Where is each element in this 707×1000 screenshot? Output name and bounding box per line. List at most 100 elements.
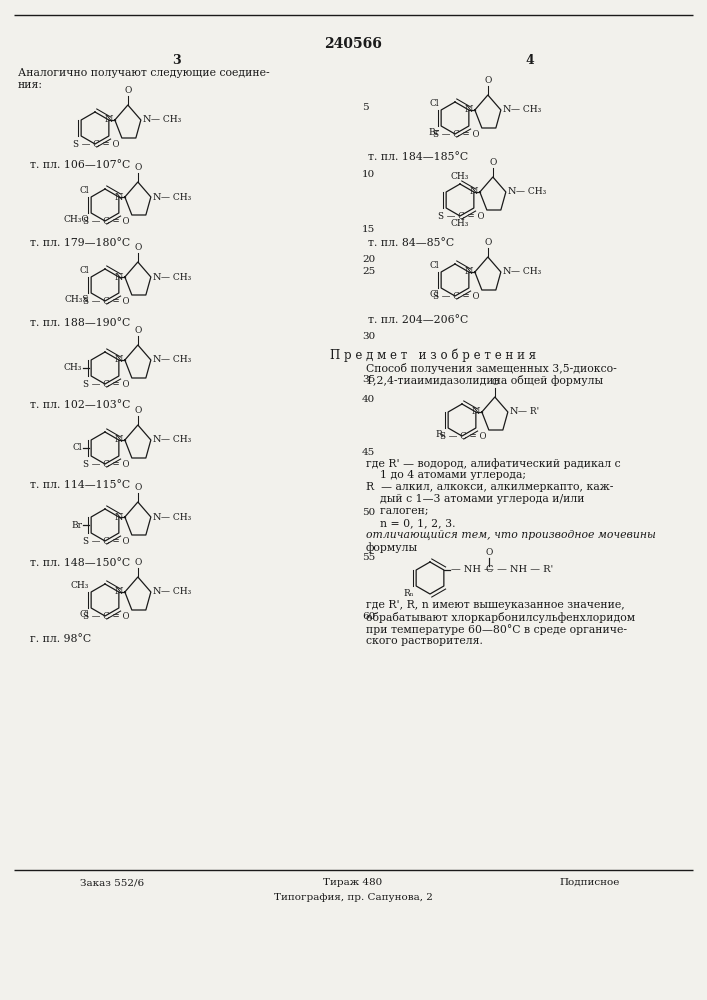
Text: — R': — R'	[518, 408, 539, 416]
Text: Rₙ: Rₙ	[404, 589, 414, 598]
Text: Cl: Cl	[430, 99, 439, 108]
Text: S — C = O: S — C = O	[83, 380, 130, 389]
Text: C: C	[485, 566, 493, 574]
Text: ского растворителя.: ского растворителя.	[366, 636, 483, 646]
Text: O: O	[489, 158, 496, 167]
Text: формулы: формулы	[366, 542, 418, 553]
Text: N: N	[503, 105, 511, 114]
Text: CH₃: CH₃	[64, 363, 82, 372]
Text: 5: 5	[362, 103, 368, 112]
Text: Br: Br	[71, 520, 82, 530]
Text: N: N	[503, 267, 511, 276]
Text: N: N	[115, 272, 123, 282]
Text: обрабатывают хлоркарбонилсульфенхлоридом: обрабатывают хлоркарбонилсульфенхлоридом	[366, 612, 635, 623]
Text: O: O	[134, 483, 141, 492]
Text: O: O	[134, 558, 141, 567]
Text: S — C = O: S — C = O	[440, 432, 487, 441]
Text: — CH₃: — CH₃	[516, 188, 546, 196]
Text: — CH₃: — CH₃	[161, 512, 191, 522]
Text: Cl: Cl	[79, 186, 89, 195]
Text: Аналогично получают следующие соедине-: Аналогично получают следующие соедине-	[18, 68, 269, 78]
Text: 55: 55	[362, 553, 375, 562]
Text: n = 0, 1, 2, 3.: n = 0, 1, 2, 3.	[366, 518, 455, 528]
Text: — CH₃: — CH₃	[161, 192, 191, 202]
Text: галоген;: галоген;	[366, 506, 428, 516]
Text: Cl: Cl	[79, 266, 89, 275]
Text: CH₃: CH₃	[451, 219, 469, 228]
Text: 15: 15	[362, 225, 375, 234]
Text: т. пл. 102—103°C: т. пл. 102—103°C	[30, 400, 130, 410]
Text: R  — алкил, алкокси, алкилмеркапто, каж-: R — алкил, алкокси, алкилмеркапто, каж-	[366, 482, 614, 492]
Text: т. пл. 148—150°C: т. пл. 148—150°C	[30, 558, 130, 568]
Text: Тираж 480: Тираж 480	[323, 878, 382, 887]
Text: S — C = O: S — C = O	[74, 140, 120, 149]
Text: — NH —: — NH —	[451, 566, 493, 574]
Text: 240566: 240566	[324, 37, 382, 51]
Text: N: N	[153, 192, 161, 202]
Text: Cl: Cl	[430, 261, 439, 270]
Text: Cl: Cl	[72, 444, 82, 452]
Text: N: N	[105, 115, 113, 124]
Text: 35: 35	[362, 375, 375, 384]
Text: где R' — водород, алифатический радикал с: где R' — водород, алифатический радикал …	[366, 458, 621, 469]
Text: N: N	[115, 587, 123, 596]
Text: O: O	[484, 238, 491, 247]
Text: O: O	[134, 243, 141, 252]
Text: 1 до 4 атомами углерода;: 1 до 4 атомами углерода;	[366, 470, 526, 480]
Text: 1,2,4-тиаимидазолидина общей формулы: 1,2,4-тиаимидазолидина общей формулы	[366, 375, 603, 386]
Text: N: N	[510, 408, 518, 416]
Text: S — C = O: S — C = O	[83, 297, 130, 306]
Text: дый с 1—3 атомами углерода и/или: дый с 1—3 атомами углерода и/или	[366, 494, 585, 504]
Text: S — C = O: S — C = O	[433, 130, 480, 139]
Text: O: O	[485, 548, 493, 557]
Text: Br: Br	[428, 128, 439, 137]
Text: N: N	[472, 408, 480, 416]
Text: N: N	[143, 115, 151, 124]
Text: Типография, пр. Сапунова, 2: Типография, пр. Сапунова, 2	[274, 893, 433, 902]
Text: где R', R, n имеют вышеуказанное значение,: где R', R, n имеют вышеуказанное значени…	[366, 600, 625, 610]
Text: N: N	[464, 267, 473, 276]
Text: 60: 60	[362, 612, 375, 621]
Text: т. пл. 188—190°C: т. пл. 188—190°C	[30, 318, 130, 328]
Text: г. пл. 98°C: г. пл. 98°C	[30, 634, 91, 644]
Text: Заказ 552/6: Заказ 552/6	[80, 878, 144, 887]
Text: N: N	[115, 192, 123, 202]
Text: S — C = O: S — C = O	[83, 217, 130, 226]
Text: 10: 10	[362, 170, 375, 179]
Text: S — C = O: S — C = O	[433, 292, 480, 301]
Text: O: O	[134, 406, 141, 415]
Text: CH₃S: CH₃S	[64, 295, 89, 304]
Text: — CH₃: — CH₃	[161, 272, 191, 282]
Text: Подписное: Подписное	[560, 878, 620, 887]
Text: Cl: Cl	[79, 610, 89, 619]
Text: S — C = O: S — C = O	[83, 612, 130, 621]
Text: 45: 45	[362, 448, 375, 457]
Text: — CH₃: — CH₃	[161, 436, 191, 444]
Text: N: N	[464, 105, 473, 114]
Text: O: O	[484, 76, 491, 85]
Text: Cl: Cl	[430, 290, 439, 299]
Text: т. пл. 179—180°C: т. пл. 179—180°C	[30, 238, 130, 248]
Text: O: O	[134, 163, 141, 172]
Text: N: N	[508, 188, 516, 196]
Text: — NH — R': — NH — R'	[494, 566, 553, 574]
Text: N: N	[115, 436, 123, 444]
Text: N: N	[153, 356, 161, 364]
Text: П р е д м е т   и з о б р е т е н и я: П р е д м е т и з о б р е т е н и я	[330, 348, 536, 361]
Text: 20: 20	[362, 255, 375, 264]
Text: O: O	[134, 326, 141, 335]
Text: — CH₃: — CH₃	[151, 115, 181, 124]
Text: т. пл. 84—85°C: т. пл. 84—85°C	[368, 238, 454, 248]
Text: O: O	[491, 378, 498, 387]
Text: CH₃: CH₃	[71, 581, 89, 590]
Text: O: O	[124, 86, 132, 95]
Text: — CH₃: — CH₃	[161, 587, 191, 596]
Text: 3: 3	[172, 54, 180, 67]
Text: — CH₃: — CH₃	[511, 267, 541, 276]
Text: Способ получения замещенных 3,5-диоксо-: Способ получения замещенных 3,5-диоксо-	[366, 363, 617, 374]
Text: 50: 50	[362, 508, 375, 517]
Text: CH₃O: CH₃O	[64, 215, 89, 224]
Text: CH₃: CH₃	[451, 172, 469, 181]
Text: — CH₃: — CH₃	[161, 356, 191, 364]
Text: — CH₃: — CH₃	[511, 105, 541, 114]
